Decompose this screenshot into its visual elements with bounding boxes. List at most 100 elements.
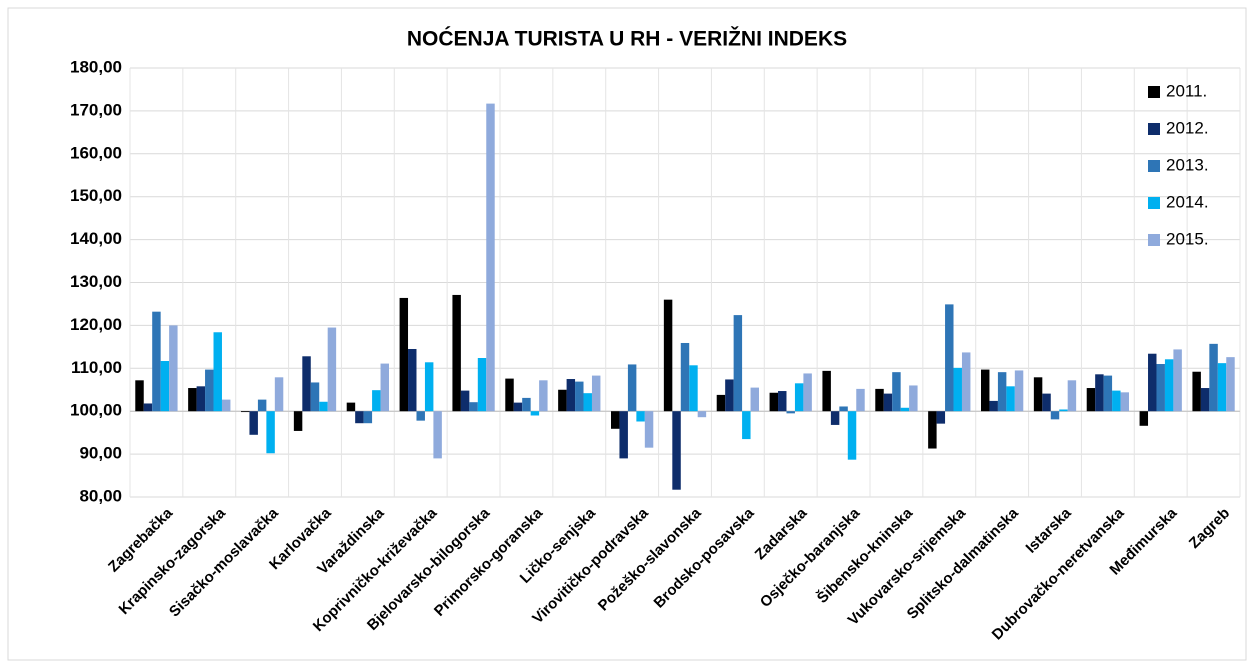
bar (530, 411, 540, 416)
bar (1050, 411, 1060, 420)
bar (680, 342, 690, 412)
legend-label: 2012. (1166, 118, 1209, 137)
bar (636, 411, 645, 422)
bar (135, 380, 144, 412)
legend-swatch (1148, 160, 1160, 172)
bar (346, 402, 356, 412)
bar (847, 411, 857, 460)
bar (1042, 393, 1051, 412)
bar (380, 363, 389, 412)
bar (611, 411, 620, 429)
bar (1033, 377, 1043, 412)
bar (1173, 349, 1182, 412)
bar (477, 358, 487, 412)
bar (856, 388, 865, 412)
y-tick-label: 100,00 (70, 401, 122, 420)
bar (399, 297, 409, 412)
bar (433, 411, 442, 459)
bar (583, 393, 592, 412)
bar (460, 390, 470, 412)
bar (997, 372, 1007, 412)
y-tick-label: 150,00 (70, 186, 122, 205)
bar (742, 411, 751, 440)
bar (408, 348, 417, 412)
bar (575, 381, 584, 412)
bar (786, 411, 795, 414)
bar (803, 373, 812, 412)
bar (319, 401, 328, 412)
bar (892, 372, 901, 412)
bar (697, 411, 707, 418)
bar (424, 362, 434, 412)
legend-swatch (1148, 197, 1160, 209)
bar (169, 325, 178, 412)
bar (196, 386, 206, 412)
y-tick-label: 170,00 (70, 100, 122, 119)
bar (539, 380, 548, 412)
bar (522, 397, 531, 412)
y-tick-label: 90,00 (79, 444, 122, 463)
y-tick-label: 120,00 (70, 315, 122, 334)
legend-swatch (1148, 123, 1160, 135)
bar (725, 379, 734, 412)
bar (830, 411, 840, 425)
bar (1226, 357, 1235, 412)
legend-label: 2011. (1166, 81, 1207, 100)
bar (1164, 359, 1174, 412)
bar (293, 411, 303, 431)
legend-label: 2013. (1166, 155, 1209, 174)
bar (1148, 353, 1157, 412)
bar (1086, 388, 1096, 412)
bar (945, 304, 954, 412)
bar (249, 411, 258, 435)
legend-label: 2015. (1166, 229, 1209, 248)
bar (221, 399, 231, 412)
bar (928, 411, 937, 449)
bar (909, 385, 918, 412)
bar (558, 389, 567, 412)
legend-label: 2014. (1166, 192, 1209, 211)
bar (619, 411, 628, 459)
bar (372, 390, 381, 412)
bar (733, 315, 743, 412)
bar (1067, 380, 1077, 412)
bar (953, 367, 962, 412)
bar (152, 311, 161, 412)
legend-swatch (1148, 234, 1160, 246)
bar (1014, 370, 1024, 412)
bar (327, 327, 337, 412)
bar (961, 352, 971, 412)
bar (1200, 388, 1210, 412)
bar (1192, 371, 1201, 412)
bar (160, 361, 170, 412)
bar (486, 103, 495, 412)
bar (875, 388, 884, 412)
bar (644, 411, 654, 448)
bar (188, 388, 197, 412)
bar (1095, 374, 1104, 412)
bar (794, 383, 804, 412)
y-tick-label: 110,00 (71, 358, 122, 377)
y-tick-label: 180,00 (70, 57, 122, 76)
bar (257, 399, 267, 412)
bar (205, 369, 214, 412)
bar (778, 391, 787, 412)
bar (274, 377, 284, 412)
bar (143, 403, 153, 412)
bar (310, 382, 320, 412)
bar (513, 402, 523, 412)
bar (1112, 390, 1121, 412)
bar (1139, 411, 1149, 426)
bar (302, 356, 311, 412)
bar (769, 392, 779, 412)
bar (672, 411, 681, 490)
bar (936, 411, 946, 424)
bar (989, 400, 998, 412)
bar (689, 365, 698, 412)
bar (627, 364, 637, 412)
bar (822, 370, 831, 412)
bar (839, 406, 848, 412)
y-tick-label: 130,00 (70, 272, 122, 291)
bar (1120, 392, 1129, 412)
